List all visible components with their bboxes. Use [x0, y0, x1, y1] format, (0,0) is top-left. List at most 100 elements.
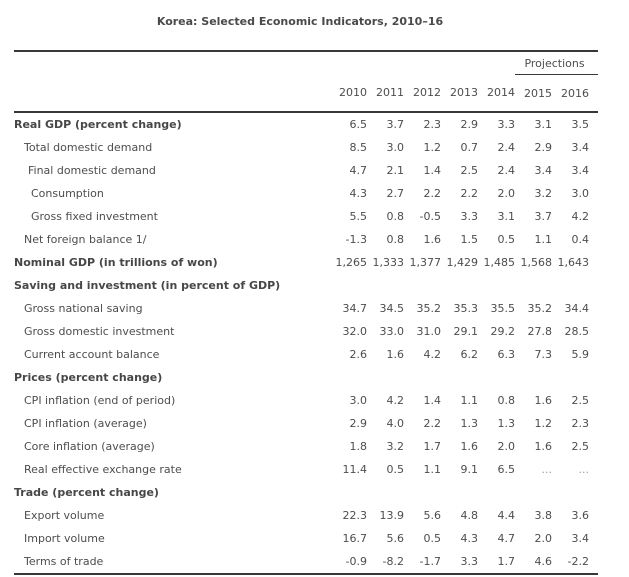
cell-value: 4.8	[460, 509, 479, 522]
cell-value: 1.4	[423, 394, 442, 407]
cell-value: 6.5	[349, 118, 368, 131]
table-row: Import volume 16.7 5.6 0.5 4.3 4.7 2.0 3.4	[14, 527, 598, 550]
cell-value: 2.5	[571, 440, 590, 453]
cell-value	[478, 274, 515, 297]
cell-value: 1.3	[497, 417, 516, 430]
cell-value: 27.8	[527, 325, 553, 338]
cell-value: 2.5	[571, 394, 590, 407]
cell-value: 4.4	[497, 509, 516, 522]
table-row: Real effective exchange rate 11.4 0.5 1.1 9.…	[14, 458, 598, 481]
year-header: 2010	[330, 74, 367, 113]
table-header: Projections 2010 2011 2012 2013 2014 201…	[14, 51, 598, 113]
cell-value: 3.0	[349, 394, 368, 407]
cell-value: 4.0	[386, 417, 405, 430]
table-row: Export volume 22.3 13.9 5.6 4.8 4.4 3.8 3.6	[14, 504, 598, 527]
cell-value: 3.0	[571, 187, 590, 200]
cell-value: 5.6	[423, 509, 442, 522]
cell-value: 35.2	[527, 302, 553, 315]
row-label: Gross fixed investment	[31, 210, 158, 223]
row-label: Net foreign balance 1/	[24, 233, 147, 246]
table-row: Gross domestic investment 32.0 33.0 31.0 29.…	[14, 320, 598, 343]
cell-value: 32.0	[342, 325, 368, 338]
cell-value: 2.3	[571, 417, 590, 430]
row-label: Consumption	[31, 187, 104, 200]
row-label: Core inflation (average)	[24, 440, 155, 453]
cell-value: 4.2	[386, 394, 405, 407]
indicators-table: Projections 2010 2011 2012 2013 2014 201…	[14, 50, 598, 575]
cell-value: 1,643	[557, 256, 590, 269]
cell-value: 0.8	[497, 394, 516, 407]
cell-value: 3.6	[571, 509, 590, 522]
cell-value: 8.5	[349, 141, 368, 154]
cell-value: 3.4	[571, 532, 590, 545]
year-header: 2011	[367, 74, 404, 113]
cell-value: 29.1	[453, 325, 479, 338]
cell-value	[478, 481, 515, 504]
cell-value: 1.2	[423, 141, 442, 154]
cell-value: ...	[578, 463, 590, 476]
cell-value: 0.5	[497, 233, 516, 246]
cell-value: 1.1	[423, 463, 442, 476]
cell-value: 1.8	[349, 440, 368, 453]
cell-value: 22.3	[342, 509, 368, 522]
cell-value: 3.3	[460, 555, 479, 568]
table-row: Gross fixed investment 5.5 0.8 -0.5 3.3 3.1 3.…	[14, 205, 598, 228]
cell-value	[441, 274, 478, 297]
cell-value	[515, 366, 552, 389]
cell-value: 1.4	[423, 164, 442, 177]
cell-value	[367, 274, 404, 297]
cell-value: 4.3	[349, 187, 368, 200]
cell-value: 3.1	[534, 118, 553, 131]
cell-value: 2.4	[497, 141, 516, 154]
cell-value: 3.7	[534, 210, 553, 223]
table-row: Saving and investment (in percent of GDP…	[14, 274, 598, 297]
cell-value: 3.7	[386, 118, 405, 131]
table-row: Prices (percent change)	[14, 366, 598, 389]
cell-value: 34.7	[342, 302, 368, 315]
cell-value: 0.5	[423, 532, 442, 545]
cell-value: 3.5	[571, 118, 590, 131]
row-label: Current account balance	[24, 348, 160, 361]
cell-value: 16.7	[342, 532, 368, 545]
cell-value: 2.0	[497, 187, 516, 200]
cell-value: 2.7	[386, 187, 405, 200]
cell-value: -8.2	[382, 555, 404, 568]
cell-value: 1.1	[534, 233, 553, 246]
cell-value: -2.2	[567, 555, 589, 568]
cell-value: 4.2	[571, 210, 590, 223]
table-title: Korea: Selected Economic Indicators, 201…	[156, 15, 444, 28]
row-label: Prices (percent change)	[14, 371, 163, 384]
cell-value: 3.4	[571, 164, 590, 177]
row-label: Gross national saving	[24, 302, 143, 315]
cell-value	[330, 481, 367, 504]
row-label: Total domestic demand	[24, 141, 153, 154]
cell-value: 35.3	[453, 302, 479, 315]
cell-value: 1.6	[423, 233, 442, 246]
row-label: Saving and investment (in percent of GDP…	[14, 279, 281, 292]
cell-value: 3.4	[571, 141, 590, 154]
table-row: Real GDP (percent change) 6.5 3.7 2.3 2.9 3.3…	[14, 112, 598, 136]
cell-value: 1.3	[460, 417, 479, 430]
cell-value	[404, 274, 441, 297]
cell-value: 2.9	[534, 141, 553, 154]
table-row: Final domestic demand 4.7 2.1 1.4 2.5 2.4 3.4 3…	[14, 159, 598, 182]
cell-value: -1.3	[345, 233, 367, 246]
cell-value: 35.2	[416, 302, 442, 315]
table-body: Real GDP (percent change) 6.5 3.7 2.3 2.9 3.3…	[14, 112, 598, 574]
cell-value: 1,568	[520, 256, 553, 269]
cell-value: 2.0	[534, 532, 553, 545]
cell-value	[515, 274, 552, 297]
row-label: Gross domestic investment	[24, 325, 175, 338]
cell-value: 1.1	[460, 394, 479, 407]
row-label: Real effective exchange rate	[24, 463, 182, 476]
row-label: Trade (percent change)	[14, 486, 159, 499]
table-row: Gross national saving 34.7 34.5 35.2 35.3 35.…	[14, 297, 598, 320]
cell-value: 2.4	[497, 164, 516, 177]
year-header: 2013	[441, 74, 478, 113]
table-row: Consumption 4.3 2.7 2.2 2.2 2.0 3.2 3.0	[14, 182, 598, 205]
cell-value: 5.9	[571, 348, 590, 361]
cell-value: 1.2	[534, 417, 553, 430]
cell-value: 3.2	[386, 440, 405, 453]
cell-value: 6.2	[460, 348, 479, 361]
cell-value: 34.5	[379, 302, 405, 315]
